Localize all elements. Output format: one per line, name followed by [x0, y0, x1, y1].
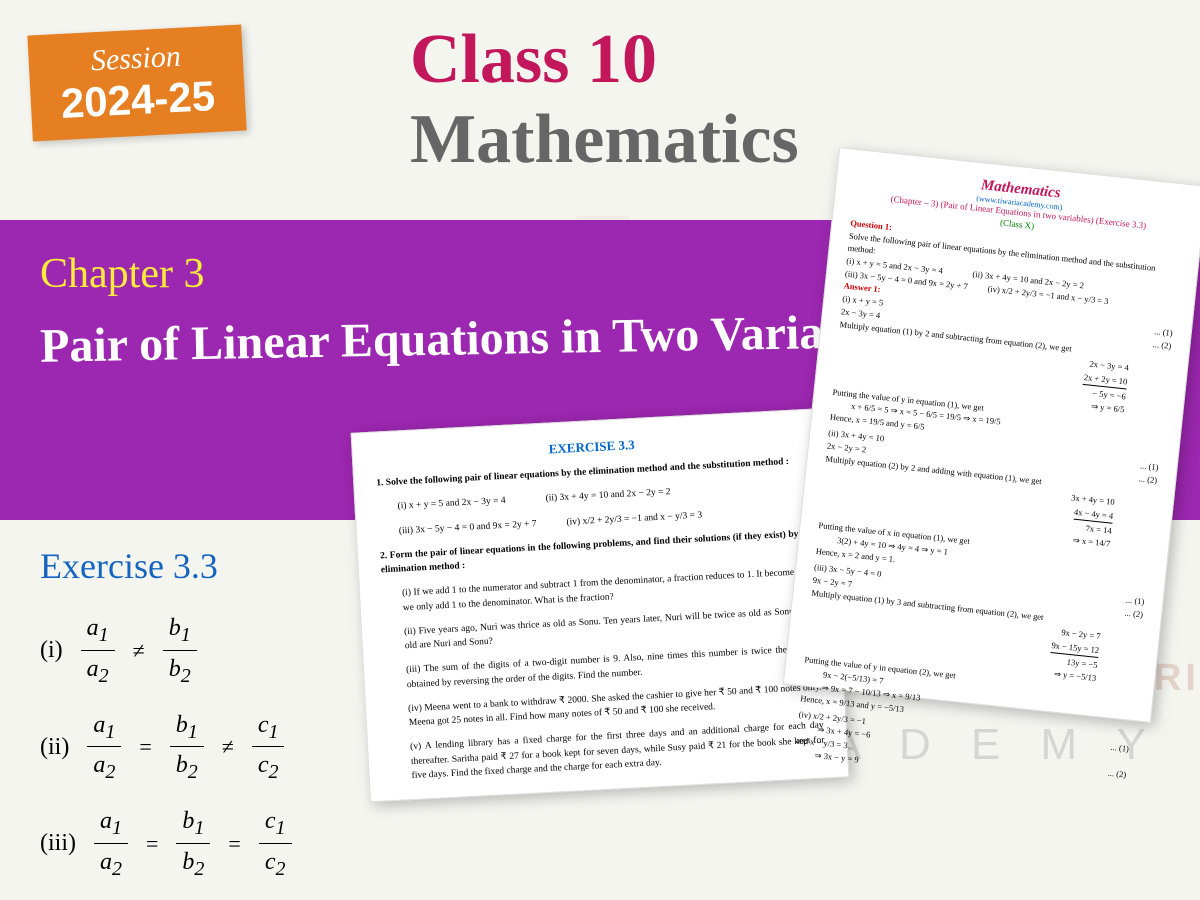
session-badge: Session 2024-25	[27, 24, 246, 141]
exercise-label: Exercise 3.3	[40, 545, 218, 587]
formula-iii: (iii) a1a2 = b1b2 = c1c2	[40, 803, 292, 884]
formula-ii: (ii) a1a2 = b1b2 ≠ c1c2	[40, 707, 292, 788]
condition-formulas: (i) a1a2 ≠ b1b2 (ii) a1a2 = b1b2 ≠ c1c2 …	[40, 610, 292, 900]
textbook-page-exercise: EXERCISE 3.3 1. Solve the following pair…	[351, 408, 850, 803]
title-class: Class 10	[410, 20, 657, 100]
title-subject: Mathematics	[410, 100, 799, 180]
formula-i: (i) a1a2 ≠ b1b2	[40, 610, 292, 691]
session-year: 2024-25	[60, 72, 216, 128]
solution-page: Mathematics (www.tiwariacademy.com) (Cha…	[783, 147, 1200, 723]
